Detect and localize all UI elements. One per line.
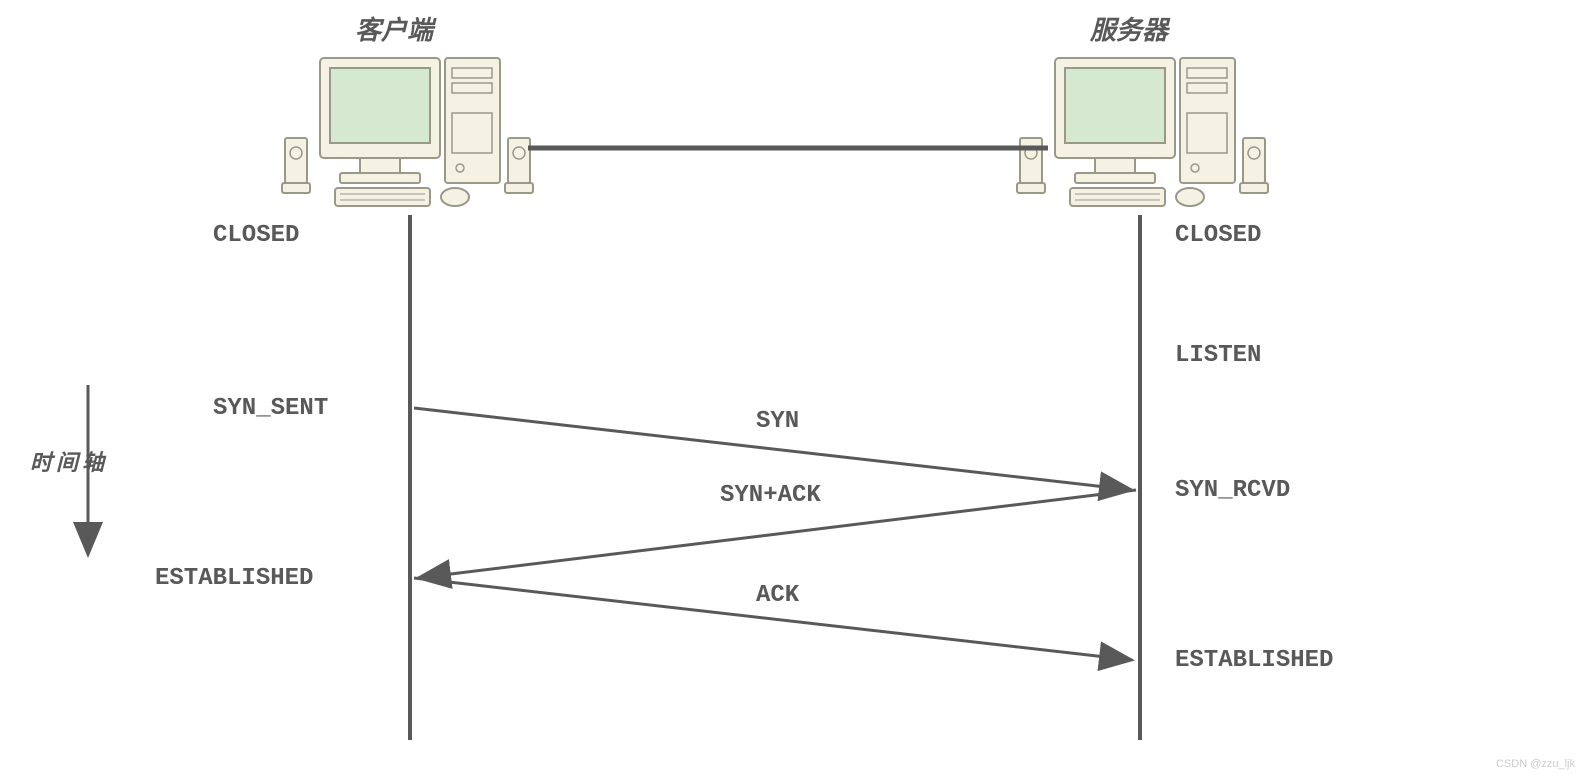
syn-msg-label: SYN: [756, 408, 799, 435]
ack-msg-label: ACK: [756, 582, 799, 609]
client-closed-state: CLOSED: [213, 222, 299, 249]
server-listen-state: LISTEN: [1175, 342, 1261, 369]
client-title: 客户端: [355, 10, 433, 47]
server-established-state: ESTABLISHED: [1175, 647, 1333, 674]
diagram-lines: [0, 0, 1585, 775]
server-syn-rcvd-state: SYN_RCVD: [1175, 477, 1290, 504]
watermark: CSDN @zzu_ljk: [1496, 758, 1575, 770]
client-established-state: ESTABLISHED: [155, 565, 313, 592]
time-axis-label: 时间轴: [30, 445, 108, 477]
client-syn-sent-state: SYN_SENT: [213, 395, 328, 422]
server-closed-state: CLOSED: [1175, 222, 1261, 249]
synack-msg-label: SYN+ACK: [720, 482, 821, 509]
server-title: 服务器: [1090, 10, 1168, 47]
